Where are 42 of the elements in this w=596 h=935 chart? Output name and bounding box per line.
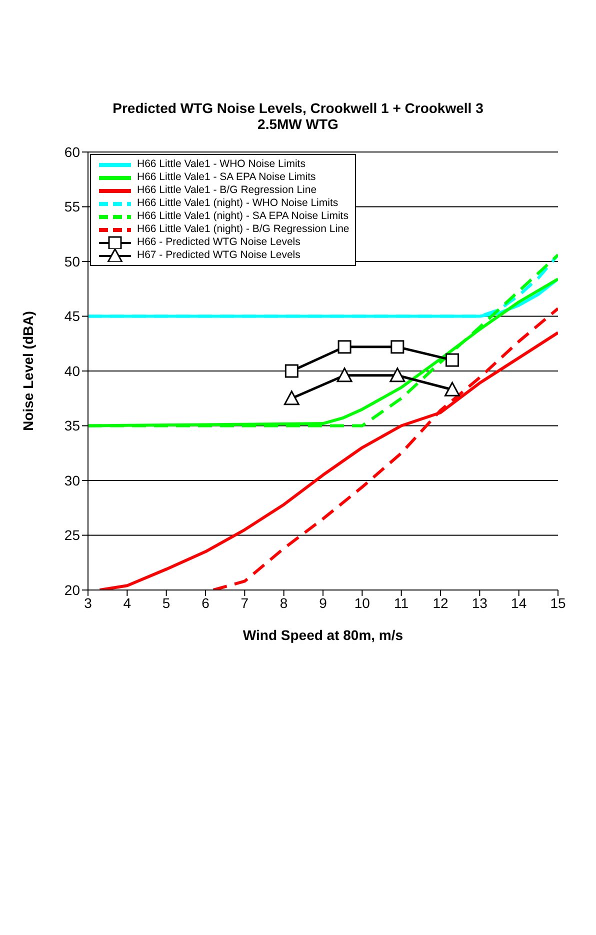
y-tick-label: 50 [64, 253, 80, 270]
y-tick-label: 45 [64, 308, 80, 324]
legend-label: H66 Little Vale1 (night) - B/G Regression Line [137, 223, 350, 236]
point [284, 390, 300, 406]
x-tick-label: 3 [84, 594, 92, 611]
legend-label: H66 - Predicted WTG Noise Levels [137, 236, 300, 249]
chart-subtitle: 2.5MW WTG [256, 116, 340, 132]
x-tick-label: 4 [123, 594, 132, 611]
legend-label: H66 Little Vale1 (night) - SA EPA Noise Limits [137, 210, 348, 223]
x-axis-title: Wind Speed at 80m, m/s [242, 627, 404, 643]
x-tick-label: 7 [240, 594, 249, 611]
x-tick-label: 9 [319, 594, 328, 611]
point [446, 353, 459, 367]
point [336, 368, 352, 382]
legend-label: H66 Little Vale1 - B/G Regression Line [137, 184, 317, 197]
y-tick-label: 20 [64, 582, 80, 598]
chart-title: Predicted WTG Noise Levels, Crookwell 1 + Crookwell 3 [112, 100, 484, 116]
x-tick-label: 6 [202, 594, 210, 611]
point [390, 368, 406, 382]
y-tick-label: 30 [64, 472, 80, 488]
x-tick-label: 5 [162, 594, 170, 611]
y-tick-label: 55 [64, 198, 80, 215]
legend-label: H66 Little Vale1 (night) - WHO Noise Limits [137, 197, 338, 210]
legend-label: H66 Little Vale1 - SA EPA Noise Limits [137, 171, 316, 184]
point [338, 340, 352, 354]
x-tick-label: 11 [394, 594, 409, 611]
legend-label: H67 - Predicted WTG Noise Levels [137, 249, 300, 262]
x-tick-label: 10 [354, 594, 370, 611]
x-tick-label: 15 [550, 594, 566, 611]
legend-label: H66 Little Vale1 - WHO Noise Limits [137, 158, 306, 171]
x-tick-label: 12 [432, 594, 448, 611]
y-axis-title: Noise Level (dBA) [20, 311, 36, 431]
y-tick-label: 25 [64, 527, 80, 544]
y-tick-label: 40 [64, 362, 80, 379]
point [284, 364, 298, 378]
y-tick-label: 60 [64, 144, 80, 160]
x-tick-label: 13 [472, 594, 488, 611]
x-tick-label: 8 [280, 594, 288, 611]
x-tick-label: 14 [511, 594, 527, 611]
y-tick-label: 35 [64, 418, 80, 434]
point [444, 382, 460, 396]
point [390, 340, 404, 354]
